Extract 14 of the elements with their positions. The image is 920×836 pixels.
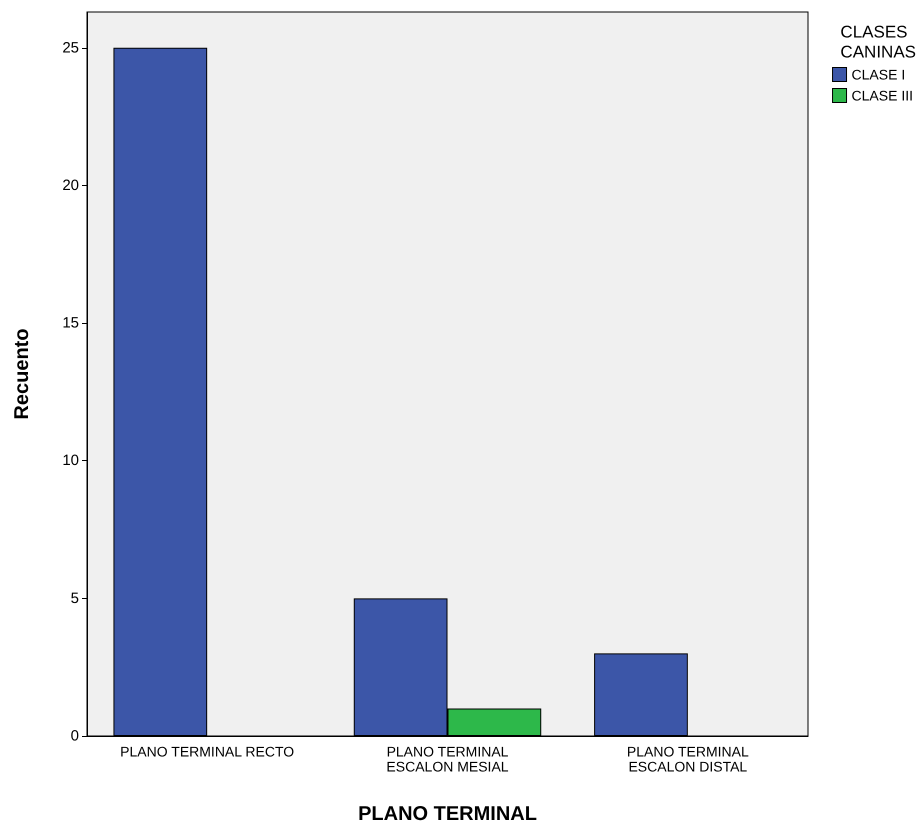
x-tick-label: PLANO TERMINAL RECTO xyxy=(120,744,294,760)
x-tick-label: PLANO TERMINAL ESCALON MESIAL xyxy=(386,744,509,774)
y-axis-title: Recuento xyxy=(11,328,33,420)
y-tick-label: 20 xyxy=(62,176,79,194)
legend-title: CLASES CANINAS xyxy=(840,22,916,62)
x-axis-title: PLANO TERMINAL xyxy=(358,803,537,825)
y-tick-label: 25 xyxy=(62,39,79,56)
x-tick-label: PLANO TERMINAL ESCALON DISTAL xyxy=(626,744,749,774)
y-tick-label: 10 xyxy=(62,452,79,470)
legend-label: CLASE I xyxy=(852,66,906,82)
legend-label: CLASE III xyxy=(852,88,913,104)
y-tick-label: 5 xyxy=(70,590,79,607)
y-tick-label: 0 xyxy=(70,728,79,744)
y-tick-label: 15 xyxy=(62,314,79,332)
